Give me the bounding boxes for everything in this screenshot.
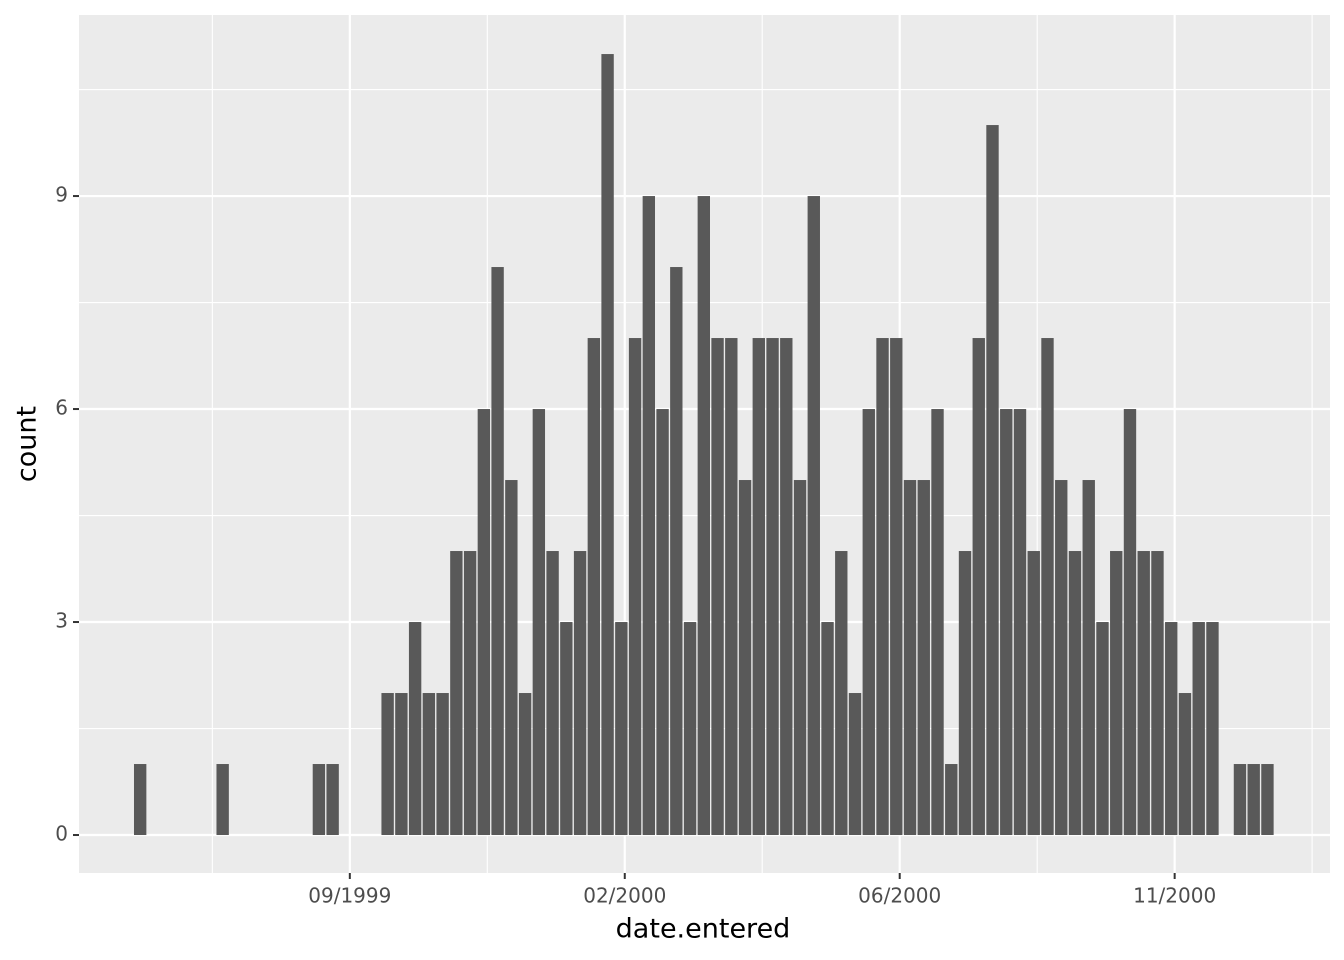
bar — [450, 551, 463, 836]
bar — [972, 338, 985, 836]
bar — [1206, 622, 1219, 836]
bar — [1082, 480, 1095, 836]
bar — [312, 764, 326, 836]
bar — [1041, 338, 1054, 836]
bar — [601, 54, 614, 836]
bar — [862, 409, 875, 836]
bar — [505, 480, 518, 836]
bar — [670, 267, 683, 836]
bar — [711, 338, 724, 836]
bar — [546, 551, 559, 836]
bar — [1068, 551, 1082, 836]
bar — [1055, 480, 1068, 836]
bar — [560, 622, 573, 836]
bar — [958, 551, 972, 836]
x-tick-label: 09/1999 — [308, 884, 391, 908]
bar — [491, 267, 504, 836]
bar — [216, 764, 229, 836]
y-tick-label: 6 — [55, 396, 68, 420]
bar — [381, 693, 394, 836]
bar — [326, 764, 339, 836]
bar — [725, 338, 738, 836]
bar — [1247, 764, 1260, 836]
y-axis-title: count — [12, 406, 43, 482]
bar — [133, 764, 147, 836]
bar — [642, 196, 656, 836]
bar — [683, 622, 697, 836]
y-tick-label: 9 — [55, 183, 68, 207]
bar — [656, 409, 669, 836]
bar — [1178, 693, 1192, 836]
bar — [1192, 622, 1205, 836]
bar — [436, 693, 449, 836]
bar — [395, 693, 408, 836]
bar — [807, 196, 820, 836]
bar — [697, 196, 710, 836]
bar — [587, 338, 601, 836]
bar — [986, 125, 999, 836]
bar — [1137, 551, 1150, 836]
bar — [752, 338, 765, 836]
bar — [821, 622, 834, 836]
bar — [628, 338, 642, 836]
bar — [1233, 764, 1247, 836]
bar — [1110, 551, 1123, 836]
bar — [738, 480, 752, 836]
bar — [1027, 551, 1040, 836]
bar — [835, 551, 848, 836]
x-axis-title: date.entered — [616, 914, 791, 945]
bar — [1123, 409, 1137, 836]
x-tick-label: 06/2000 — [858, 884, 941, 908]
bar — [945, 764, 958, 836]
bar — [766, 338, 779, 836]
x-tick-label: 11/2000 — [1133, 884, 1216, 908]
y-tick-label: 3 — [55, 609, 68, 633]
bar — [573, 551, 587, 836]
bar — [422, 693, 436, 836]
bar — [917, 480, 930, 836]
bar — [1000, 409, 1013, 836]
bar — [890, 338, 903, 836]
bar — [408, 622, 422, 836]
bar — [1151, 551, 1164, 836]
bar — [518, 693, 532, 836]
bar — [793, 480, 807, 836]
bar — [1096, 622, 1109, 836]
bar — [1165, 622, 1178, 836]
bar — [931, 409, 944, 836]
bar — [1261, 764, 1274, 836]
bar — [903, 480, 917, 836]
x-tick-label: 02/2000 — [583, 884, 666, 908]
bar — [780, 338, 793, 836]
bar — [876, 338, 889, 836]
bar — [1013, 409, 1027, 836]
bar — [615, 622, 628, 836]
bar — [463, 551, 477, 836]
bar — [848, 693, 862, 836]
bar — [532, 409, 546, 836]
y-tick-label: 0 — [55, 822, 68, 846]
bar — [477, 409, 491, 836]
